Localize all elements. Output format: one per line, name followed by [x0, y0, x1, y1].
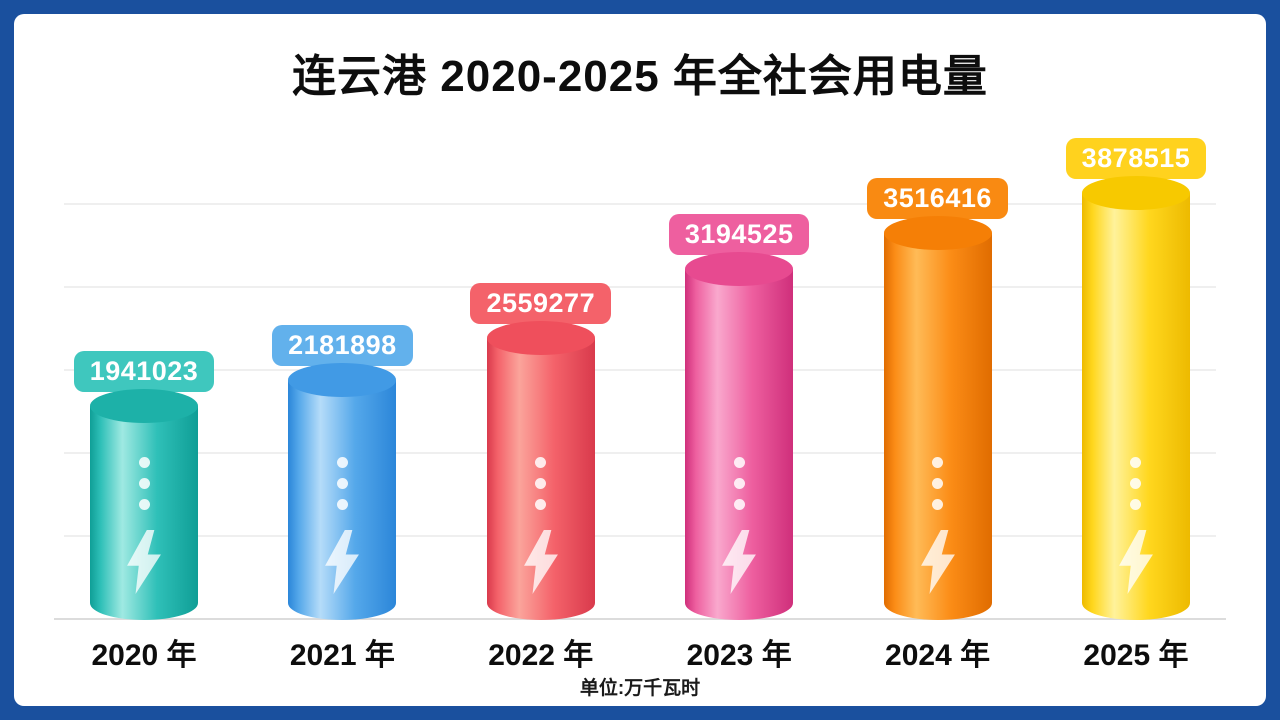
dots-icon — [90, 452, 198, 515]
lightning-bolt-icon — [1119, 530, 1153, 594]
chart-area: 1941023 2020 年 2181898 2021 年 2559277 2022 年 3… — [54, 114, 1226, 676]
chart-title: 连云港 2020-2025 年全社会用电量 — [292, 52, 988, 101]
chart-card: 连云港 2020-2025 年全社会用电量 1941023 2020 年 21818… — [14, 14, 1266, 706]
lightning-bolt-icon — [523, 530, 558, 594]
gridline — [64, 369, 1216, 371]
value-badge: 3516416 — [867, 178, 1008, 219]
x-axis-line — [54, 618, 1226, 620]
x-axis-label: 2021 年 — [289, 639, 395, 672]
value-badge: 3194525 — [668, 214, 810, 255]
cylinder-top — [1081, 176, 1190, 210]
lightning-bolt-icon — [920, 530, 955, 594]
gridline — [64, 452, 1216, 454]
dots-icon — [884, 452, 992, 515]
bar-group-2020: 1941023 2020 年 — [64, 351, 224, 676]
lightning-bolt-icon — [127, 530, 161, 594]
cylinder-bar — [685, 252, 794, 620]
cylinder-top — [486, 321, 595, 355]
dots-icon — [288, 452, 396, 515]
cylinder-bar — [90, 389, 198, 620]
x-axis-label: 2020 年 — [91, 639, 197, 672]
value-badge: 2559277 — [470, 283, 612, 324]
cylinder-top — [883, 216, 992, 250]
lightning-bolt-icon — [722, 530, 757, 594]
value-badge: 2181898 — [272, 325, 413, 366]
cylinder-top — [90, 389, 198, 423]
gridline — [64, 203, 1216, 205]
gridline — [64, 535, 1216, 537]
value-badge: 1941023 — [73, 351, 215, 392]
bar-group-2023: 3194525 2023 年 — [659, 214, 819, 676]
dots-icon — [685, 452, 793, 515]
cylinder-bar — [1081, 176, 1190, 620]
x-axis-label: 2024 年 — [885, 639, 991, 672]
x-axis-label: 2023 年 — [686, 639, 792, 672]
bar-group-2022: 2559277 2022 年 — [461, 283, 621, 676]
gridline — [64, 286, 1216, 288]
value-badge: 3878515 — [1065, 138, 1207, 179]
bar-group-2025: 3878515 2025 年 — [1056, 138, 1216, 676]
x-axis-label: 2022 年 — [488, 639, 594, 672]
cylinder-top — [685, 252, 794, 286]
x-axis-label: 2025 年 — [1083, 639, 1189, 672]
dots-icon — [487, 452, 595, 515]
unit-label: 单位:万千瓦时 — [579, 678, 701, 699]
bar-group-2021: 2181898 2021 年 — [262, 325, 422, 676]
cylinder-bar — [288, 363, 397, 620]
cylinder-bar — [883, 216, 992, 620]
bar-group-2024: 3516416 2024 年 — [858, 178, 1018, 676]
bars-row: 1941023 2020 年 2181898 2021 年 2559277 2022 年 3… — [64, 114, 1216, 676]
dots-icon — [1082, 452, 1190, 515]
cylinder-bar — [486, 321, 595, 620]
cylinder-top — [288, 363, 397, 397]
lightning-bolt-icon — [325, 530, 360, 594]
